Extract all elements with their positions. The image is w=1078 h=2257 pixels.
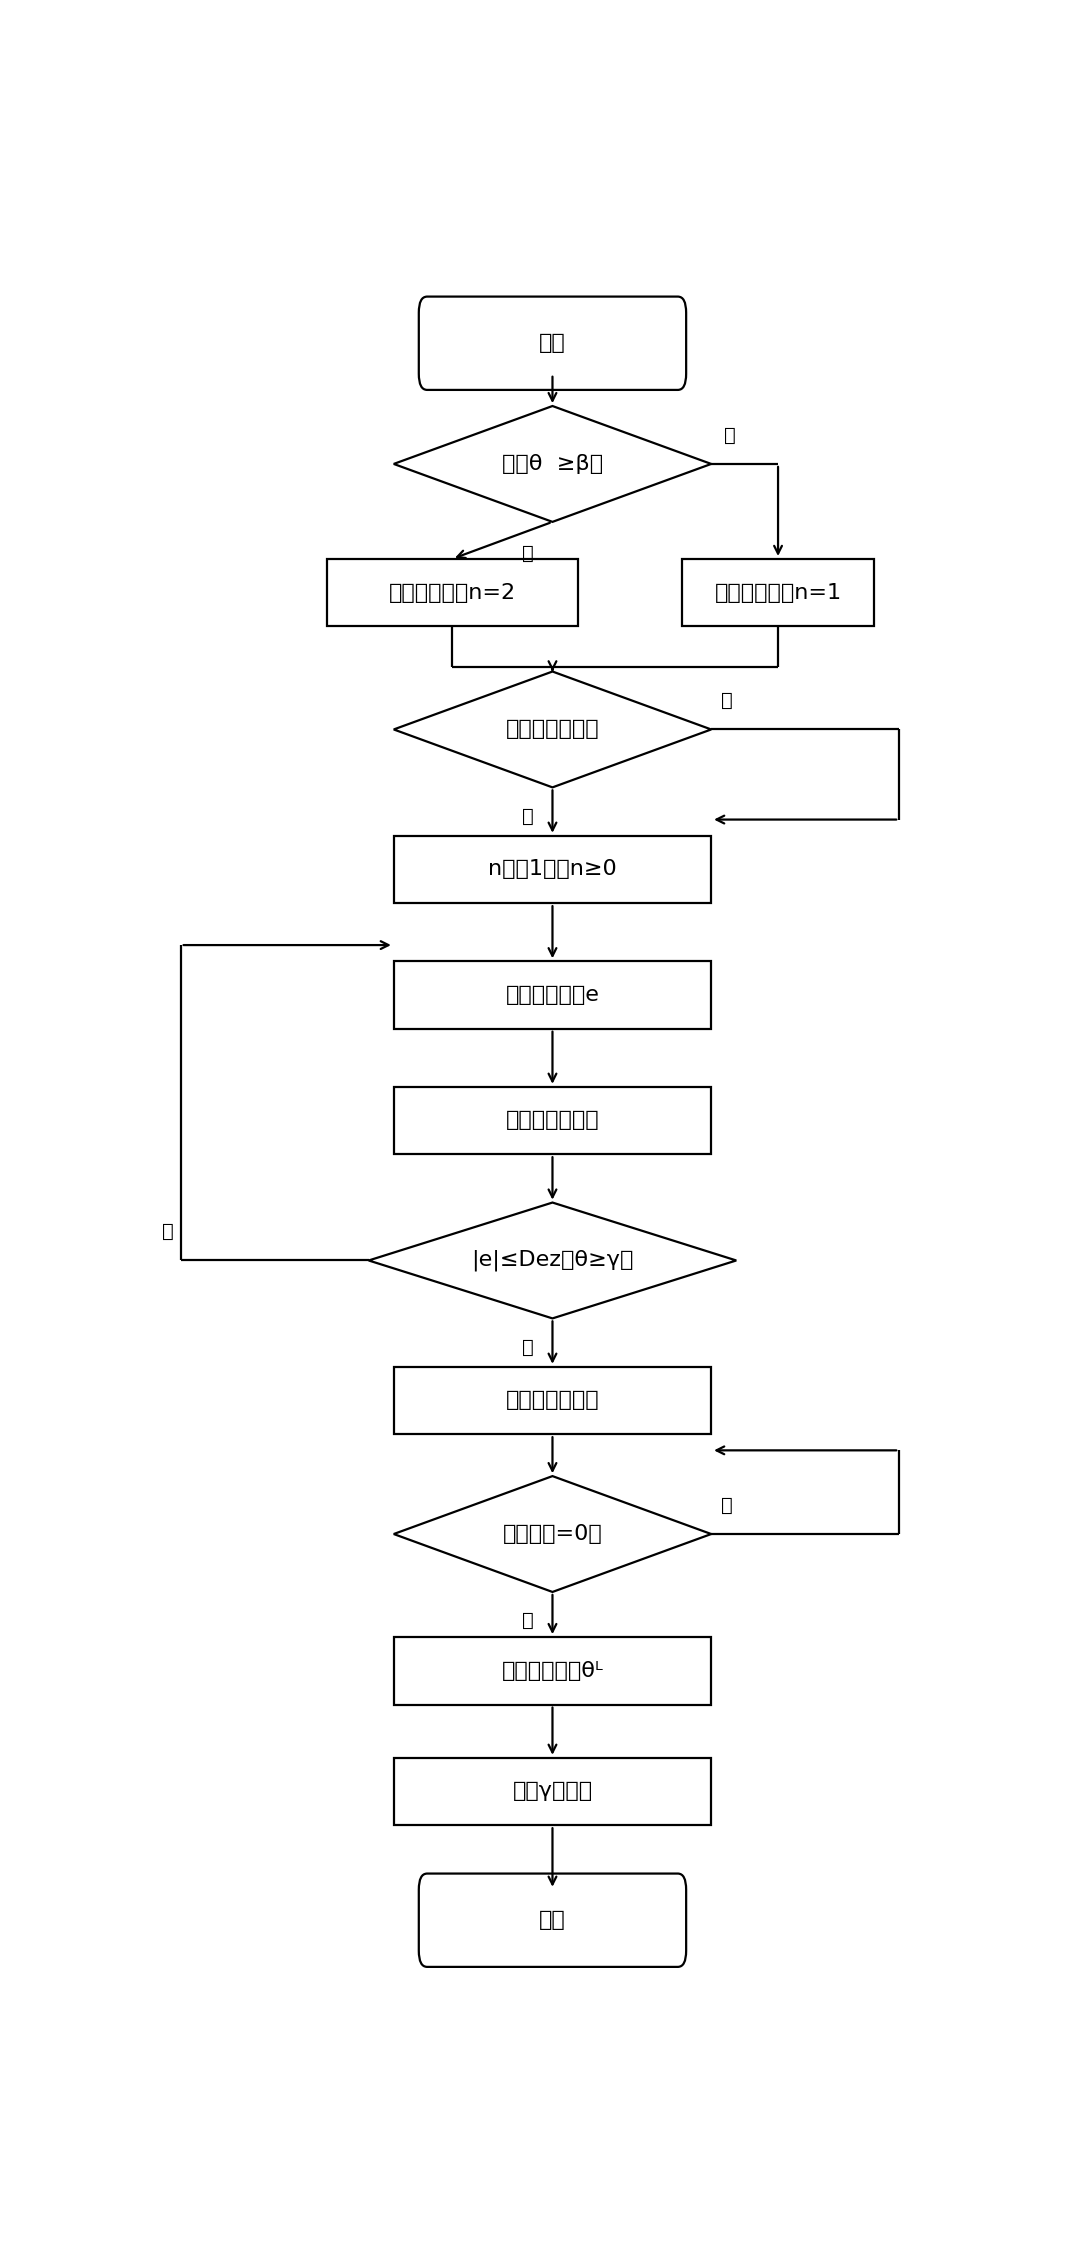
Text: |e|≤Dez且θ≥γ？: |e|≤Dez且θ≥γ？ xyxy=(471,1250,634,1271)
Bar xyxy=(393,1368,711,1433)
Polygon shape xyxy=(393,1476,711,1591)
Text: n自减1，且n≥0: n自减1，且n≥0 xyxy=(488,860,617,880)
Text: 结束: 结束 xyxy=(539,1909,566,1930)
FancyBboxPatch shape xyxy=(418,296,686,390)
Text: 速度反馈=0？: 速度反馈=0？ xyxy=(502,1523,603,1544)
Text: 否: 否 xyxy=(721,691,733,711)
Polygon shape xyxy=(369,1203,736,1318)
Text: 开始: 开始 xyxy=(539,334,566,354)
Bar xyxy=(393,1636,711,1704)
Bar xyxy=(393,1086,711,1153)
Bar xyxy=(327,560,578,627)
Text: 卷筒转完一圈？: 卷筒转完一圈？ xyxy=(506,720,599,740)
Text: 是: 是 xyxy=(522,806,534,826)
Polygon shape xyxy=(393,673,711,788)
Text: 是: 是 xyxy=(522,544,534,564)
Text: 锁定槽口角度θᴸ: 锁定槽口角度θᴸ xyxy=(501,1661,604,1681)
Text: 控制卷取机停转: 控制卷取机停转 xyxy=(506,1390,599,1411)
Text: 是: 是 xyxy=(522,1338,534,1356)
Text: 否: 否 xyxy=(721,1496,733,1514)
Text: 卷筒定位圈数n=2: 卷筒定位圈数n=2 xyxy=(389,582,515,603)
Text: 判断θ  ≥β？: 判断θ ≥β？ xyxy=(502,454,603,474)
Bar xyxy=(393,1758,711,1826)
Text: 卷筒定位圈数n=1: 卷筒定位圈数n=1 xyxy=(715,582,842,603)
Text: 否: 否 xyxy=(163,1221,174,1241)
Bar xyxy=(393,961,711,1029)
Bar xyxy=(682,560,874,627)
Text: 计算控制偏差e: 计算控制偏差e xyxy=(506,984,599,1004)
Text: 是: 是 xyxy=(522,1611,534,1630)
Text: 否: 否 xyxy=(723,427,735,445)
Polygon shape xyxy=(393,406,711,521)
Bar xyxy=(393,835,711,903)
Text: 控制卷取机转动: 控制卷取机转动 xyxy=(506,1110,599,1131)
Text: 阈值γ自学习: 阈值γ自学习 xyxy=(512,1781,593,1801)
FancyBboxPatch shape xyxy=(418,1873,686,1966)
